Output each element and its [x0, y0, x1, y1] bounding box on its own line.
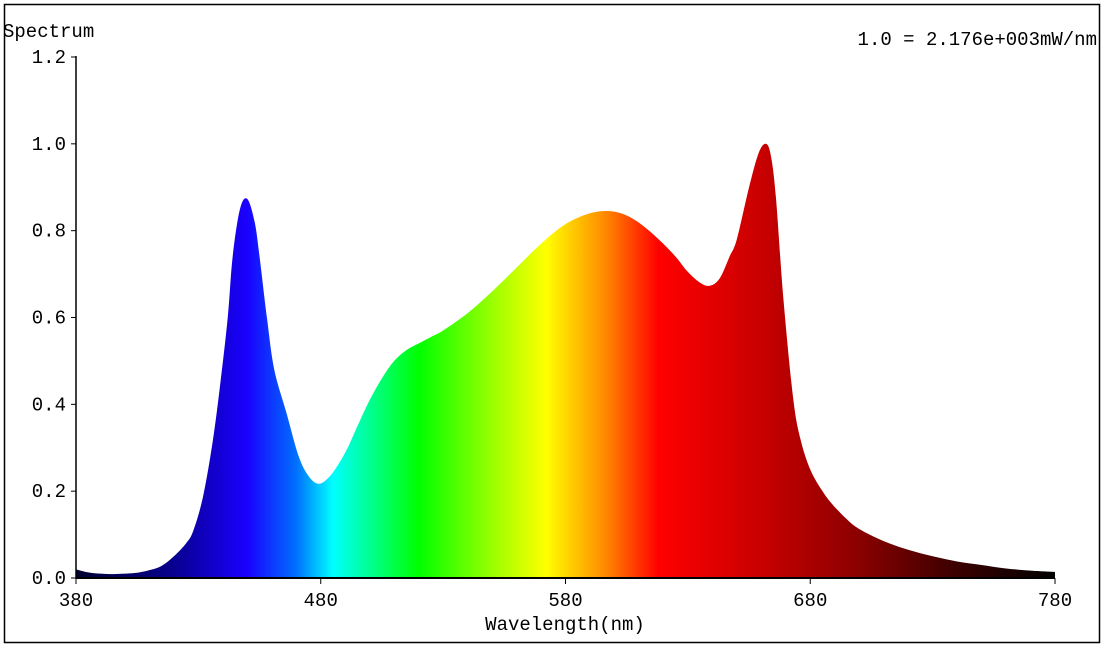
y-tick-label: 0.2 [32, 481, 66, 503]
spectrum-area [76, 143, 1055, 579]
chart-frame [3, 3, 1101, 644]
y-tick-label: 0.0 [32, 568, 66, 590]
x-tick-label: 480 [304, 590, 338, 612]
y-tick-label: 1.0 [32, 134, 66, 156]
y-tick-label: 0.4 [32, 394, 66, 416]
chart-title: Spectrum [3, 21, 94, 43]
scale-annotation: 1.0 = 2.176e+003mW/nm [858, 29, 1097, 51]
y-tick-label: 0.6 [32, 308, 66, 330]
y-tick-label: 1.2 [32, 47, 66, 69]
y-tick-label: 0.8 [32, 221, 66, 243]
x-tick-label: 780 [1038, 590, 1072, 612]
x-tick-label: 580 [548, 590, 582, 612]
x-axis-label: Wavelength(nm) [485, 614, 645, 636]
x-tick-label: 380 [59, 590, 93, 612]
x-tick-label: 680 [793, 590, 827, 612]
